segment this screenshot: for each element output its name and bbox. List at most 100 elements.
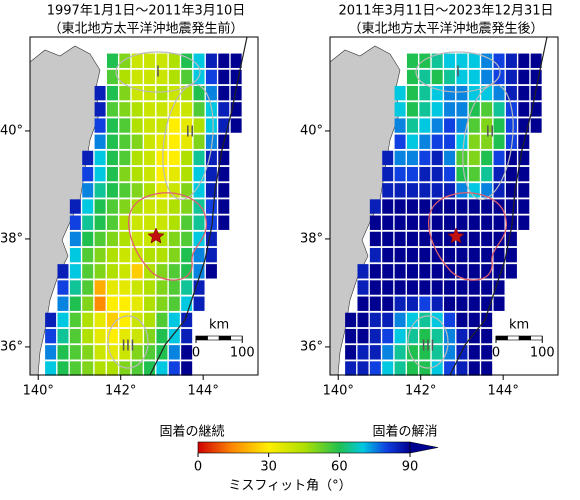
grid-cell xyxy=(218,102,230,117)
grid-cell xyxy=(156,166,168,182)
grid-cell xyxy=(119,85,131,101)
grid-cell xyxy=(181,183,193,198)
grid-cell xyxy=(168,199,180,214)
grid-cell xyxy=(530,85,542,101)
grid-cell xyxy=(106,328,118,344)
grid-cell xyxy=(205,264,217,279)
grid-cell xyxy=(369,312,381,328)
grid-cell xyxy=(144,361,156,376)
grid-cell xyxy=(419,296,431,311)
grid-cell xyxy=(382,280,394,295)
map-title: 2011年3月11日～2023年12月31日 xyxy=(338,4,553,19)
grid-cell xyxy=(193,231,205,247)
grid-cell xyxy=(181,312,193,328)
grid-cell xyxy=(468,264,480,279)
grid-cell xyxy=(82,199,94,214)
grid-cell xyxy=(530,69,542,85)
grid-cell xyxy=(431,312,443,328)
grid-cell xyxy=(205,247,217,263)
grid-cell xyxy=(156,280,168,295)
grid-cell xyxy=(57,361,69,376)
grid-cell xyxy=(394,166,406,182)
grid-cell xyxy=(156,134,168,149)
grid-cell xyxy=(468,199,480,214)
grid-cell xyxy=(444,215,456,230)
grid-cell xyxy=(94,247,106,263)
grid-cell xyxy=(205,69,217,85)
grid-cell xyxy=(205,199,217,214)
grid-cell xyxy=(419,118,431,133)
grid-cell xyxy=(94,328,106,344)
grid-cell xyxy=(82,296,94,311)
colorbar-tick-label: 30 xyxy=(260,460,277,475)
x-tick-label: 140° xyxy=(323,384,354,399)
grid-cell xyxy=(106,361,118,376)
grid-cell xyxy=(481,231,493,247)
grid-cell xyxy=(168,328,180,344)
grid-cell xyxy=(444,53,456,68)
grid-cell xyxy=(168,118,180,133)
grid-cell xyxy=(456,312,468,328)
grid-cell xyxy=(181,361,193,376)
x-tick-label: 142° xyxy=(105,384,136,399)
grid-cell xyxy=(406,231,418,247)
grid-cell xyxy=(481,166,493,182)
grid-cell xyxy=(419,215,431,230)
grid-cell xyxy=(230,102,242,117)
scale-tick-label: 0 xyxy=(192,346,200,361)
grid-cell xyxy=(181,296,193,311)
grid-cell xyxy=(119,102,131,117)
grid-cell xyxy=(94,118,106,133)
grid-cell xyxy=(505,85,517,101)
grid-cell xyxy=(144,280,156,295)
grid-cell xyxy=(431,361,443,376)
grid-cell xyxy=(419,199,431,214)
grid-cell xyxy=(119,166,131,182)
grid-cell xyxy=(144,166,156,182)
grid-cell xyxy=(82,264,94,279)
grid-cell xyxy=(456,199,468,214)
grid-cell xyxy=(218,199,230,214)
grid-cell xyxy=(144,296,156,311)
colorbar-right-label: 固着の解消 xyxy=(372,424,437,440)
grid-cell xyxy=(69,247,81,263)
grid-cell xyxy=(181,345,193,360)
grid-cell xyxy=(106,85,118,101)
grid-cell xyxy=(168,102,180,117)
grid-cell xyxy=(345,328,357,344)
grid-cell xyxy=(456,69,468,85)
grid-cell xyxy=(168,69,180,85)
grid-cell xyxy=(444,328,456,344)
grid-cell xyxy=(144,102,156,117)
grid-cell xyxy=(94,345,106,360)
grid-cell xyxy=(394,247,406,263)
grid-cell xyxy=(394,183,406,198)
grid-cell xyxy=(406,328,418,344)
grid-cell xyxy=(181,199,193,214)
grid-cell xyxy=(106,280,118,295)
grid-cell xyxy=(481,264,493,279)
grid-cell xyxy=(168,150,180,166)
grid-cell xyxy=(493,150,505,166)
grid-cell xyxy=(205,215,217,230)
grid-cell xyxy=(419,231,431,247)
grid-cell xyxy=(369,345,381,360)
grid-cell xyxy=(382,150,394,166)
grid-cell xyxy=(456,85,468,101)
grid-cell xyxy=(193,134,205,149)
grid-cell xyxy=(419,69,431,85)
grid-cell xyxy=(444,183,456,198)
grid-cell xyxy=(481,215,493,230)
grid-cell xyxy=(505,166,517,182)
grid-cell xyxy=(394,215,406,230)
grid-cell xyxy=(119,361,131,376)
grid-cell xyxy=(444,166,456,182)
grid-cell xyxy=(345,361,357,376)
grid-cell xyxy=(94,166,106,182)
grid-cell xyxy=(193,102,205,117)
grid-cell xyxy=(493,247,505,263)
grid-cell xyxy=(119,345,131,360)
grid-cell xyxy=(168,183,180,198)
grid-cell xyxy=(156,215,168,230)
grid-cell xyxy=(394,361,406,376)
